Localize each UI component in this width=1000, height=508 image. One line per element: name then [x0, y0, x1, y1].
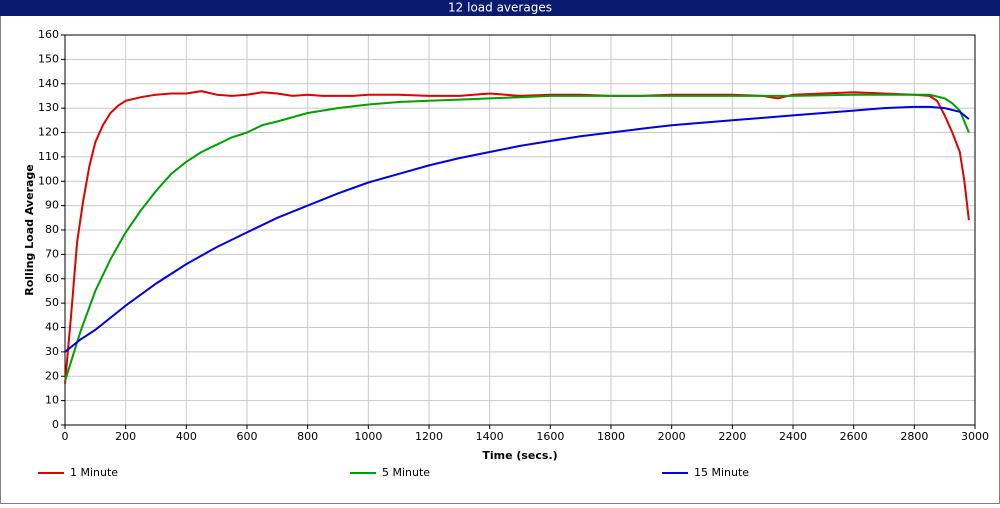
y-tick-label: 100: [38, 174, 59, 187]
x-tick-label: 1200: [415, 430, 443, 443]
x-tick-label: 0: [62, 430, 69, 443]
chart-title: 12 load averages: [448, 1, 552, 15]
x-tick-label: 2800: [900, 430, 928, 443]
y-tick-label: 130: [38, 101, 59, 114]
x-tick-label: 600: [237, 430, 258, 443]
y-axis-label: Rolling Load Average: [23, 164, 36, 296]
legend-label: 1 Minute: [70, 466, 118, 479]
title-bar: [0, 0, 1000, 16]
x-tick-label: 200: [115, 430, 136, 443]
y-tick-label: 80: [45, 223, 59, 236]
series-line: [64, 105, 970, 353]
x-axis-label: Time (secs.): [482, 449, 557, 462]
y-tick-label: 160: [38, 28, 59, 41]
legend-label: 5 Minute: [382, 466, 430, 479]
series-line: [64, 93, 970, 382]
y-tick-label: 40: [45, 321, 59, 334]
x-tick-label: 2600: [840, 430, 868, 443]
x-tick-label: 2200: [718, 430, 746, 443]
y-tick-label: 20: [45, 369, 59, 382]
y-tick-label: 60: [45, 272, 59, 285]
x-tick-label: 800: [297, 430, 318, 443]
y-tick-label: 140: [38, 77, 59, 90]
y-tick-label: 50: [45, 296, 59, 309]
y-tick-label: 120: [38, 126, 59, 139]
plot-frame: [64, 34, 976, 426]
legend-label: 15 Minute: [694, 466, 749, 479]
y-tick-label: 10: [45, 394, 59, 407]
y-tick-label: 90: [45, 199, 59, 212]
x-tick-label: 2400: [779, 430, 807, 443]
x-tick-label: 3000: [961, 430, 989, 443]
y-tick-label: 30: [45, 345, 59, 358]
y-tick-label: 110: [38, 150, 59, 163]
series-line: [64, 90, 970, 384]
x-tick-label: 1000: [354, 430, 382, 443]
x-tick-label: 400: [176, 430, 197, 443]
y-tick-label: 0: [52, 418, 59, 431]
x-tick-label: 1600: [536, 430, 564, 443]
x-tick-label: 1800: [597, 430, 625, 443]
x-tick-label: 1400: [476, 430, 504, 443]
y-tick-label: 70: [45, 247, 59, 260]
x-tick-label: 2000: [658, 430, 686, 443]
y-tick-label: 150: [38, 52, 59, 65]
